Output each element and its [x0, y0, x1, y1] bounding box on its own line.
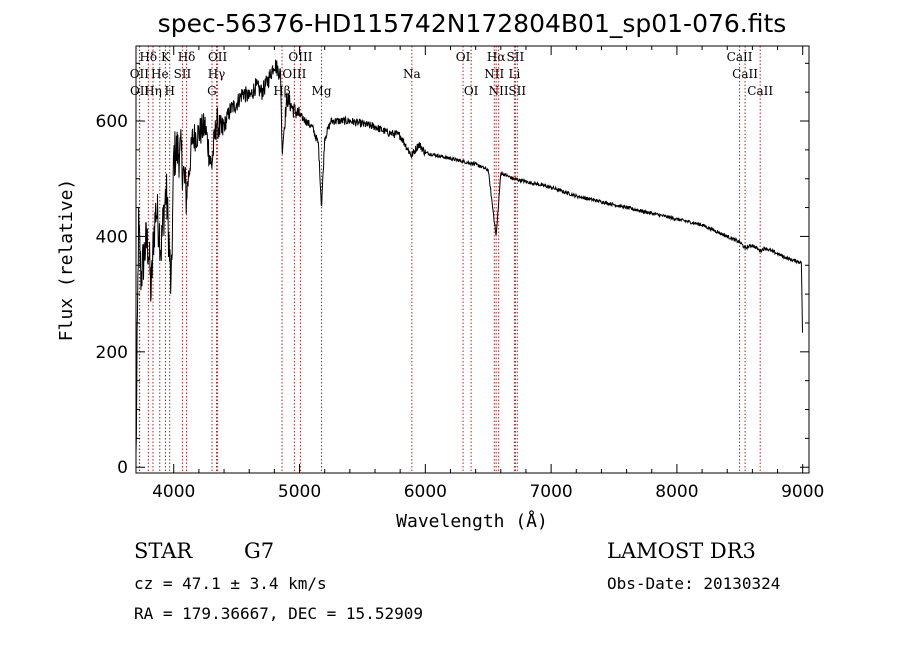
line-label-4: OIII: [288, 50, 312, 64]
line-label-1: K: [161, 50, 171, 64]
line-label-3: OII: [208, 50, 228, 64]
line-label-9: OII: [130, 67, 150, 81]
x-axis-ticks: 4000 5000 6000 7000 8000 9000: [152, 46, 824, 502]
sky-coordinates: RA = 179.36667, DEC = 15.52909: [134, 604, 423, 623]
observation-date: Obs-Date: 20130324: [607, 574, 781, 593]
y-tick-label-600: 600: [96, 112, 128, 132]
line-label-14: Na: [403, 67, 421, 81]
x-tick-label-5000: 5000: [278, 482, 321, 502]
line-label-15: NII: [484, 67, 504, 81]
line-label-2: Hδ: [178, 50, 196, 64]
line-label-25: NII: [489, 84, 509, 98]
line-label-11: SII: [174, 67, 192, 81]
redshift-velocity: cz = 47.1 ± 3.4 km/s: [134, 574, 327, 593]
plot-frame: [135, 45, 810, 474]
line-label-20: H: [164, 84, 174, 98]
line-label-27: CaII: [747, 84, 773, 98]
line-label-12: Hγ: [208, 67, 226, 81]
line-label-19: Hη: [144, 84, 162, 98]
line-label-17: CaII: [732, 67, 758, 81]
line-label-13: OIII: [282, 67, 306, 81]
x-tick-label-9000: 9000: [781, 482, 824, 502]
line-label-7: SII: [507, 50, 525, 64]
line-label-10: He: [151, 67, 169, 81]
line-label-21: G: [207, 84, 217, 98]
line-label-0: Hδ: [139, 50, 157, 64]
line-label-26: SII: [508, 84, 526, 98]
y-axis-ticks: 0 200 400 600: [96, 62, 809, 478]
line-label-8: CaII: [727, 50, 753, 64]
x-tick-label-7000: 7000: [529, 482, 572, 502]
x-tick-label-6000: 6000: [404, 482, 447, 502]
line-label-24: OI: [464, 84, 479, 98]
object-class: STAR: [134, 539, 193, 563]
x-tick-label-8000: 8000: [655, 482, 698, 502]
line-label-23: Mg: [312, 84, 332, 98]
x-tick-label-4000: 4000: [152, 482, 195, 502]
y-tick-label-0: 0: [117, 458, 128, 478]
x-axis-label: Wavelength (Å): [396, 510, 548, 532]
chart-title: spec-56376-HD115742N172804B01_sp01-076.f…: [158, 9, 787, 38]
y-tick-label-200: 200: [96, 343, 128, 363]
spectrum-line: [136, 59, 803, 454]
line-label-6: Hα: [487, 50, 506, 64]
line-label-18: OII: [130, 84, 150, 98]
survey-name: LAMOST DR3: [607, 539, 756, 563]
line-label-5: OI: [456, 50, 471, 64]
line-label-16: Li: [508, 67, 520, 81]
object-subclass: G7: [244, 539, 275, 563]
y-axis-label: Flux (relative): [56, 179, 77, 342]
y-tick-label-400: 400: [96, 227, 128, 247]
